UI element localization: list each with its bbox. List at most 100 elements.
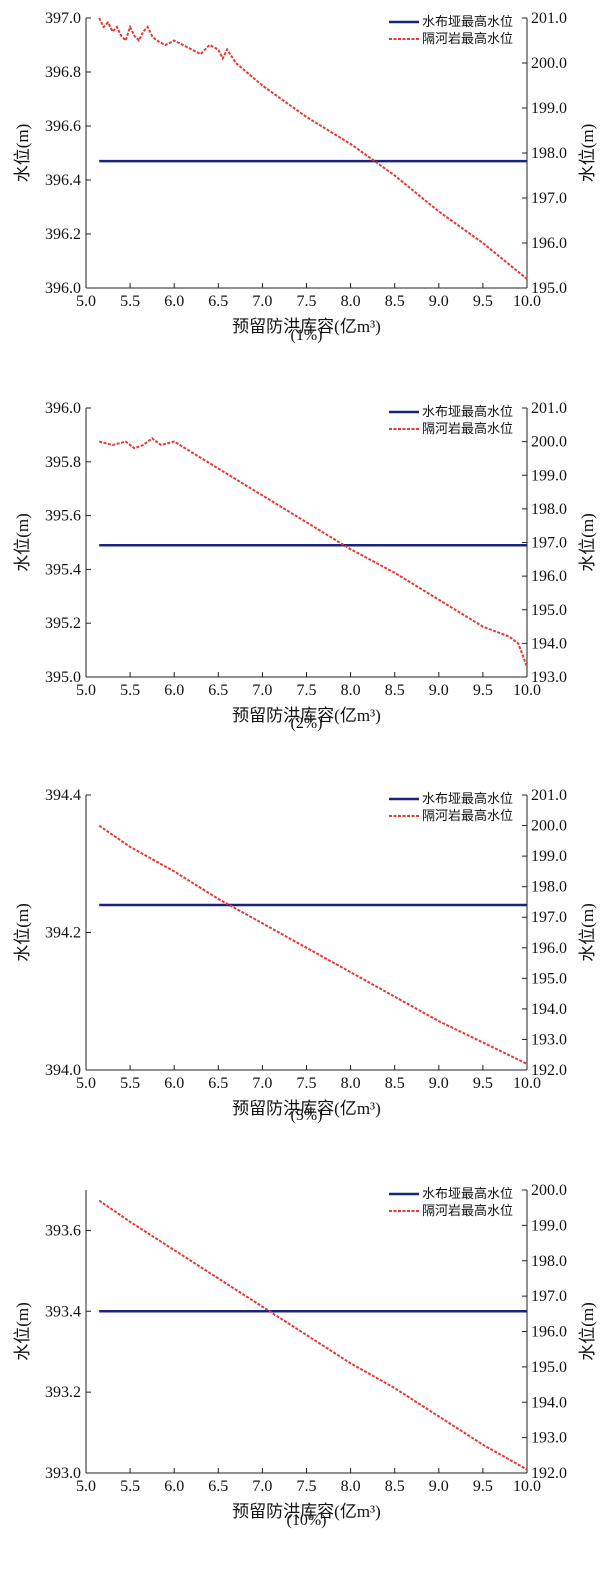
legend-label-1: 水布垭最高水位: [422, 791, 513, 806]
y-right-tick-label: 192.0: [531, 1465, 567, 1482]
y-left-axis-title: 水位(m): [13, 124, 32, 183]
legend-label-1: 水布垭最高水位: [422, 14, 513, 29]
chart-panel-4: 5.0 5.5 6.0 6.5 7.0 7.5 8.0 8.5 9.0 9.5 10.0 393.0 3…: [13, 1182, 597, 1529]
x-tick-label: 6.5: [208, 293, 228, 310]
x-tick-label: 6.5: [208, 682, 228, 699]
y-left-tick-label: 396.2: [45, 226, 81, 243]
y-right-axis-title: 水位(m): [578, 903, 597, 962]
x-tick-label: 8.0: [341, 293, 361, 310]
x-tick-label: 6.0: [164, 682, 184, 699]
y-right-tick-label: 196.0: [531, 235, 567, 252]
x-tick-label: 5.5: [120, 682, 140, 699]
y-left-tick-label: 397.0: [45, 10, 81, 27]
chart-caption: (2%): [291, 715, 323, 732]
x-tick-label: 8.5: [385, 1478, 405, 1495]
x-tick-label: 9.5: [473, 682, 493, 699]
series-line-2: [98, 17, 528, 280]
y-left-tick-label: 393.6: [45, 1222, 81, 1239]
legend-label-2: 隔河岩最高水位: [422, 808, 513, 823]
x-axis-title: 预留防洪库容(亿m³): [232, 317, 381, 336]
x-tick-label: 5.0: [76, 1075, 96, 1092]
y-right-tick-label: 193.0: [531, 1031, 567, 1048]
y-left-tick-label: 395.4: [45, 561, 81, 578]
x-tick-label: 9.0: [429, 1075, 449, 1092]
y-left-axis-title: 水位(m): [13, 903, 32, 962]
y-right-tick-label: 195.0: [531, 1359, 567, 1376]
y-left-tick-label: 395.8: [45, 454, 81, 471]
y-left-tick-label: 395.2: [45, 615, 81, 632]
x-tick-label: 8.0: [341, 1075, 361, 1092]
y-left-tick-label: 396.6: [45, 118, 81, 135]
y-right-tick-label: 199.0: [531, 100, 567, 117]
y-left-tick-label: 396.4: [45, 172, 81, 189]
y-right-tick-label: 200.0: [531, 434, 567, 451]
y-right-tick-label: 200.0: [531, 818, 567, 835]
x-tick-label: 7.5: [297, 1075, 317, 1092]
y-right-tick-label: 198.0: [531, 501, 567, 518]
y-left-axis-title: 水位(m): [13, 513, 32, 572]
x-axis-title: 预留防洪库容(亿m³): [232, 1099, 381, 1118]
x-tick-label: 7.0: [252, 1478, 272, 1495]
y-right-tick-label: 194.0: [531, 635, 567, 652]
y-right-tick-label: 195.0: [531, 280, 567, 297]
y-right-tick-label: 195.0: [531, 602, 567, 619]
y-right-tick-label: 196.0: [531, 940, 567, 957]
x-tick-label: 9.5: [473, 1075, 493, 1092]
x-axis-title: 预留防洪库容(亿m³): [232, 706, 381, 725]
y-left-tick-label: 394.2: [45, 925, 81, 942]
x-tick-label: 7.5: [297, 293, 317, 310]
y-right-tick-label: 201.0: [531, 787, 567, 804]
y-right-tick-label: 193.0: [531, 1430, 567, 1447]
y-right-tick-label: 196.0: [531, 1324, 567, 1341]
x-tick-label: 6.5: [208, 1478, 228, 1495]
x-tick-label: 10.0: [513, 1075, 541, 1092]
y-left-tick-label: 394.4: [45, 787, 81, 804]
y-right-tick-label: 201.0: [531, 10, 567, 27]
x-tick-label: 9.0: [429, 293, 449, 310]
y-right-tick-label: 200.0: [531, 1182, 567, 1199]
x-tick-label: 9.0: [429, 1478, 449, 1495]
y-right-tick-label: 197.0: [531, 1288, 567, 1305]
x-tick-label: 5.0: [76, 682, 96, 699]
y-left-tick-label: 396.8: [45, 64, 81, 81]
y-left-axis-title: 水位(m): [13, 1302, 32, 1361]
series-line-2: [98, 824, 528, 1065]
y-left-tick-label: 396.0: [45, 400, 81, 417]
x-tick-label: 7.0: [252, 1075, 272, 1092]
y-right-tick-label: 196.0: [531, 568, 567, 585]
chart-caption: (1%): [291, 327, 323, 344]
x-axis-title: 预留防洪库容(亿m³): [232, 1502, 381, 1521]
x-tick-label: 5.5: [120, 1478, 140, 1495]
series-line-2: [98, 1199, 528, 1471]
y-left-tick-label: 393.4: [45, 1303, 81, 1320]
chart-caption: (5%): [291, 1107, 323, 1124]
chart-panel-3: 5.0 5.5 6.0 6.5 7.0 7.5 8.0 8.5 9.0 9.5 10.0 394.0 3…: [13, 787, 597, 1124]
x-tick-label: 10.0: [513, 1478, 541, 1495]
y-left-tick-label: 393.2: [45, 1384, 81, 1401]
y-right-axis-title: 水位(m): [578, 1302, 597, 1361]
y-right-tick-label: 198.0: [531, 145, 567, 162]
x-tick-label: 7.0: [252, 293, 272, 310]
legend-label-2: 隔河岩最高水位: [422, 421, 513, 436]
y-left-tick-label: 395.0: [45, 669, 81, 686]
x-tick-label: 5.5: [120, 1075, 140, 1092]
legend-label-2: 隔河岩最高水位: [422, 31, 513, 46]
legend-label-1: 水布垭最高水位: [422, 1186, 513, 1201]
y-right-tick-label: 197.0: [531, 535, 567, 552]
x-tick-label: 6.0: [164, 1075, 184, 1092]
y-left-tick-label: 394.0: [45, 1062, 81, 1079]
x-tick-label: 5.0: [76, 293, 96, 310]
x-tick-label: 6.5: [208, 1075, 228, 1092]
y-right-tick-label: 193.0: [531, 669, 567, 686]
x-tick-label: 8.5: [385, 682, 405, 699]
x-tick-label: 7.5: [297, 682, 317, 699]
x-tick-label: 8.5: [385, 293, 405, 310]
x-tick-label: 5.0: [76, 1478, 96, 1495]
x-tick-label: 6.0: [164, 293, 184, 310]
chart-panel-1: 5.0 5.5 6.0 6.5 7.0 7.5 8.0 8.5 9.0 9.5 10.0 396.0 3…: [13, 10, 597, 344]
x-tick-label: 7.0: [252, 682, 272, 699]
y-right-tick-label: 197.0: [531, 909, 567, 926]
y-right-axis-title: 水位(m): [578, 513, 597, 572]
x-tick-label: 9.5: [473, 293, 493, 310]
